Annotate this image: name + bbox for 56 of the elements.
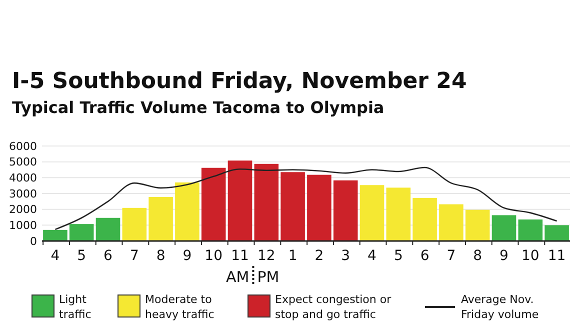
bar (43, 230, 68, 241)
x-tick-label: 6 (420, 248, 430, 264)
y-tick-label: 6000 (9, 140, 37, 153)
legend-label: Moderate to heavy traffic (145, 293, 214, 321)
legend-label: Expect congestion or stop and go traffic (275, 293, 392, 321)
x-tick-label: 7 (446, 248, 456, 264)
bar (122, 208, 147, 241)
chart-title: I-5 Southbound Friday, November 24 (12, 69, 467, 94)
chart-subtitle: Typical Traffic Volume Tacoma to Olympia (12, 98, 384, 117)
text: AM (226, 268, 250, 286)
x-tick-label: 4 (368, 248, 377, 264)
legend-label: Light traffic (59, 293, 92, 321)
y-tick-label: 5000 (9, 156, 37, 169)
bar (518, 219, 543, 241)
bar (544, 225, 569, 241)
x-tick-label: 8 (473, 248, 482, 264)
x-tick-label: 12 (257, 248, 276, 264)
y-tick-label: 0 (30, 234, 37, 248)
x-tick-label: 10 (521, 248, 540, 264)
bar (254, 164, 279, 241)
y-tick-label: 1000 (9, 219, 37, 232)
x-tick-label: 11 (548, 248, 566, 264)
line-series (54, 166, 558, 230)
bar (412, 198, 437, 241)
bar (228, 160, 252, 241)
x-tick-label: 7 (130, 248, 139, 264)
x-tick-label: 9 (500, 248, 508, 264)
legend-label: Average Nov. Friday volume (461, 293, 539, 321)
text: PM (257, 268, 280, 286)
bar (465, 210, 490, 241)
x-tick-label: 10 (204, 248, 223, 264)
x-tick-label: 5 (394, 248, 403, 264)
y-tick-label: 2000 (9, 203, 37, 216)
bar (386, 188, 411, 241)
x-tick-label: 4 (50, 248, 60, 264)
x-tick-label: 3 (341, 248, 350, 264)
x-tick-label: 6 (104, 248, 113, 264)
x-tick-label: 1 (288, 248, 298, 264)
x-tick-label: 9 (182, 248, 192, 264)
x-tick-label: 5 (77, 248, 86, 264)
bar (307, 174, 332, 241)
bar (201, 168, 226, 241)
bar (333, 180, 358, 241)
x-tick-label: 2 (314, 248, 324, 264)
x-tick-label: 8 (156, 248, 166, 264)
y-tick-label: 3000 (9, 187, 37, 200)
bar (280, 172, 305, 241)
y-tick-label: 4000 (9, 172, 37, 185)
bar (492, 215, 516, 241)
x-tick-label: 11 (231, 248, 249, 264)
bar (175, 182, 200, 241)
bar (96, 218, 120, 241)
bar (148, 196, 173, 241)
bar (439, 204, 464, 241)
bar (360, 185, 384, 241)
bar (69, 224, 94, 241)
